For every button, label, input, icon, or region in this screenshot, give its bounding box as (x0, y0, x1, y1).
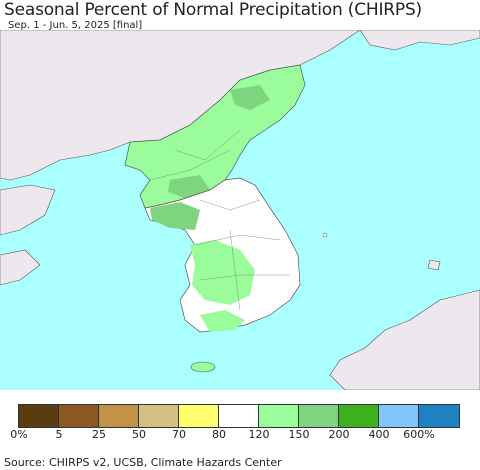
shandong-peninsula (0, 184, 56, 236)
legend-swatch (339, 405, 379, 427)
wet-patch-central (168, 175, 210, 198)
legend-swatch (179, 405, 219, 427)
legend-label: 5 (55, 428, 63, 441)
source-text: Source: CHIRPS v2, UCSB, Climate Hazards… (4, 456, 282, 469)
legend-swatch (219, 405, 259, 427)
precipitation-map (0, 30, 480, 390)
wet-patch-north (230, 85, 270, 110)
legend-label: 120 (248, 428, 270, 441)
legend-label: 25 (92, 428, 106, 441)
legend-swatch (379, 405, 419, 427)
legend-label: 200 (328, 428, 350, 441)
legend-swatch (419, 405, 459, 427)
russia-far-east (359, 30, 480, 51)
legend-swatch (99, 405, 139, 427)
map-title: Seasonal Percent of Normal Precipitation… (4, 0, 422, 20)
legend-label: 70 (172, 428, 186, 441)
legend-swatch (139, 405, 179, 427)
wet-area-southwest (190, 240, 255, 305)
legend-swatch (59, 405, 99, 427)
legend-label: 0% (10, 428, 28, 441)
wet-area-northwest (150, 202, 200, 230)
legend-swatch (299, 405, 339, 427)
map-subtitle: Sep. 1 - Jun. 5, 2025 [final] (8, 20, 143, 31)
legend-label: 150 (288, 428, 310, 441)
jeju-island (190, 361, 216, 373)
legend-swatch (19, 405, 59, 427)
japan-island-small (427, 259, 441, 271)
wet-area-south-coast (200, 310, 245, 332)
legend-label: 50 (132, 428, 146, 441)
legend-label: 80 (212, 428, 226, 441)
legend-label: 600% (403, 428, 435, 441)
admin-boundaries (149, 129, 290, 311)
legend-swatch (259, 405, 299, 427)
japan (329, 289, 480, 390)
china-coast-lower (0, 249, 41, 286)
legend-bar (18, 404, 460, 428)
ulleung-island (322, 232, 328, 238)
legend-label: 400 (368, 428, 390, 441)
